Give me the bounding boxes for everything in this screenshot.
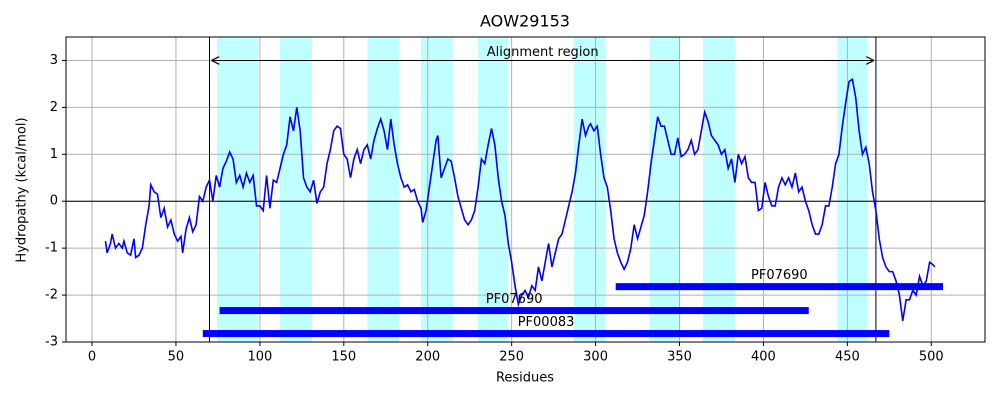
chart-title: AOW29153 bbox=[480, 12, 570, 31]
y-tick-label: -2 bbox=[45, 288, 58, 303]
domain-label: PF07690 bbox=[751, 268, 808, 283]
hydropathy-line bbox=[104, 77, 936, 322]
x-tick-label: 100 bbox=[247, 350, 272, 365]
x-tick-label: 350 bbox=[667, 350, 692, 365]
y-tick-label: -1 bbox=[45, 241, 58, 256]
x-tick-label: 50 bbox=[168, 350, 185, 365]
y-tick-label: -3 bbox=[45, 335, 58, 350]
shaded-region bbox=[703, 37, 735, 342]
shaded-region bbox=[573, 37, 606, 342]
y-tick-label: 0 bbox=[50, 194, 58, 209]
shaded-region bbox=[478, 37, 509, 342]
x-tick-label: 400 bbox=[751, 350, 776, 365]
alignment-label: Alignment region bbox=[487, 45, 599, 60]
shaded-region bbox=[217, 37, 259, 342]
shaded-region bbox=[280, 37, 312, 342]
x-tick-label: 300 bbox=[583, 350, 608, 365]
y-tick-label: 1 bbox=[50, 147, 58, 162]
domain-bar bbox=[615, 283, 944, 291]
shaded-region bbox=[367, 37, 400, 342]
y-axis-label: Hydropathy (kcal/mol) bbox=[15, 117, 30, 262]
shaded-region bbox=[837, 37, 868, 342]
plot-frame bbox=[65, 36, 986, 343]
y-tick-label: 3 bbox=[50, 53, 58, 68]
y-tick-label: 2 bbox=[50, 100, 58, 115]
x-tick-label: 450 bbox=[835, 350, 860, 365]
x-tick-label: 150 bbox=[331, 350, 356, 365]
domain-bar bbox=[219, 307, 809, 315]
x-tick-label: 0 bbox=[88, 350, 96, 365]
shaded-region bbox=[421, 37, 453, 342]
x-tick-label: 500 bbox=[919, 350, 944, 365]
x-tick-label: 250 bbox=[499, 350, 524, 365]
x-tick-label: 200 bbox=[415, 350, 440, 365]
domain-label: PF00083 bbox=[518, 315, 575, 330]
domain-label: PF07690 bbox=[486, 292, 543, 307]
x-axis-label: Residues bbox=[496, 371, 554, 386]
domain-bar bbox=[202, 330, 890, 338]
shaded-region bbox=[649, 37, 680, 342]
